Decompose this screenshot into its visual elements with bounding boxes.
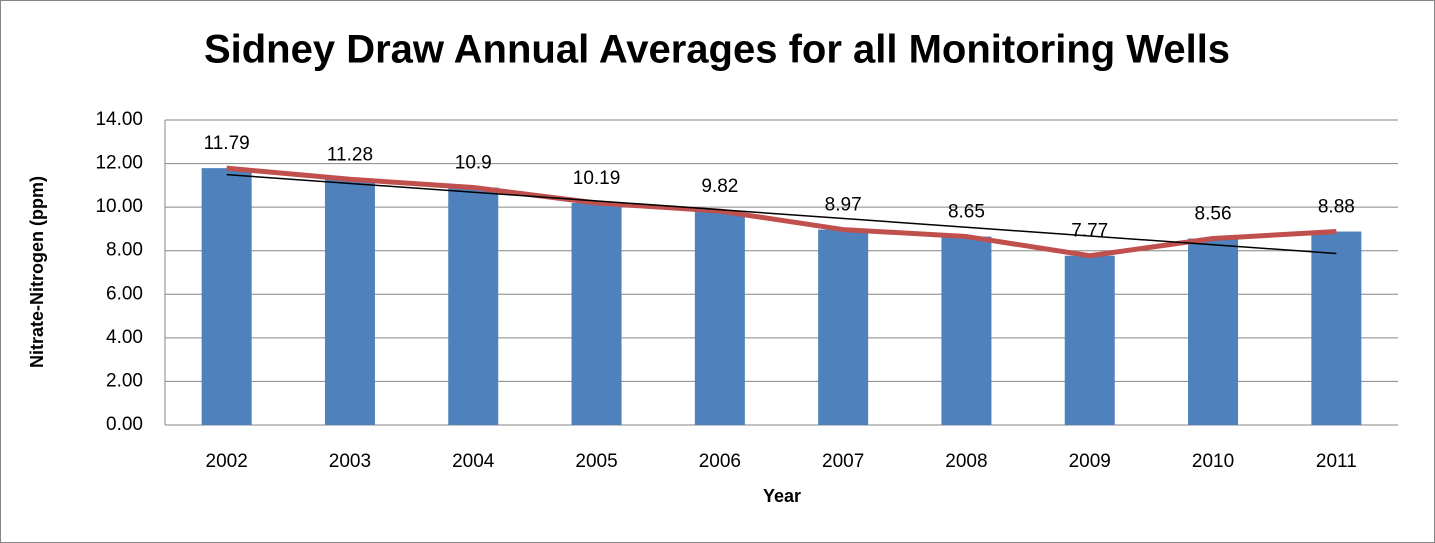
y-tick-label: 2.00: [106, 370, 143, 391]
data-label: 11.79: [204, 133, 250, 154]
x-axis-label: Year: [763, 486, 801, 506]
x-tick-label: 2005: [575, 451, 617, 472]
bar: [694, 211, 745, 425]
x-tick-label: 2006: [699, 451, 741, 472]
data-label: 9.82: [701, 176, 738, 197]
x-tick-label: 2008: [945, 451, 987, 472]
data-label: 7.77: [1071, 221, 1108, 242]
bar: [1311, 231, 1362, 425]
x-tick-label: 2009: [1069, 451, 1111, 472]
bar: [1064, 255, 1115, 425]
bar: [1188, 238, 1239, 425]
x-tick-label: 2003: [329, 451, 371, 472]
bar: [571, 203, 622, 425]
line-series: [226, 165, 1337, 259]
y-axis-label: Nitrate-Nitrogen (ppm): [27, 176, 47, 368]
data-label: 10.9: [455, 153, 492, 174]
bar: [201, 168, 252, 425]
bar: [818, 229, 869, 425]
y-tick-label: 14.00: [95, 109, 143, 130]
data-label: 10.19: [573, 168, 621, 189]
x-tick-label: 2002: [206, 451, 248, 472]
y-tick-label: 4.00: [106, 327, 143, 348]
x-tick-label: 2011: [1316, 451, 1357, 472]
x-tick-label: 2004: [452, 451, 495, 472]
data-label: 8.65: [948, 202, 985, 223]
bar: [324, 179, 375, 425]
bar: [448, 187, 499, 425]
data-label: 11.28: [327, 144, 373, 165]
bar: [941, 236, 992, 425]
data-label: 8.97: [825, 195, 862, 216]
y-tick-label: 6.00: [106, 283, 143, 304]
y-tick-label: 12.00: [95, 153, 143, 174]
chart-title: Sidney Draw Annual Averages for all Moni…: [204, 28, 1230, 72]
y-tick-label: 0.00: [106, 414, 143, 435]
y-tick-label: 10.00: [95, 196, 143, 217]
x-tick-label: 2010: [1192, 451, 1234, 472]
y-tick-label: 8.00: [106, 240, 143, 261]
data-label: 8.88: [1318, 197, 1355, 218]
trendline: [226, 173, 1337, 255]
x-tick-label: 2007: [822, 451, 864, 472]
data-label: 8.56: [1195, 204, 1232, 225]
